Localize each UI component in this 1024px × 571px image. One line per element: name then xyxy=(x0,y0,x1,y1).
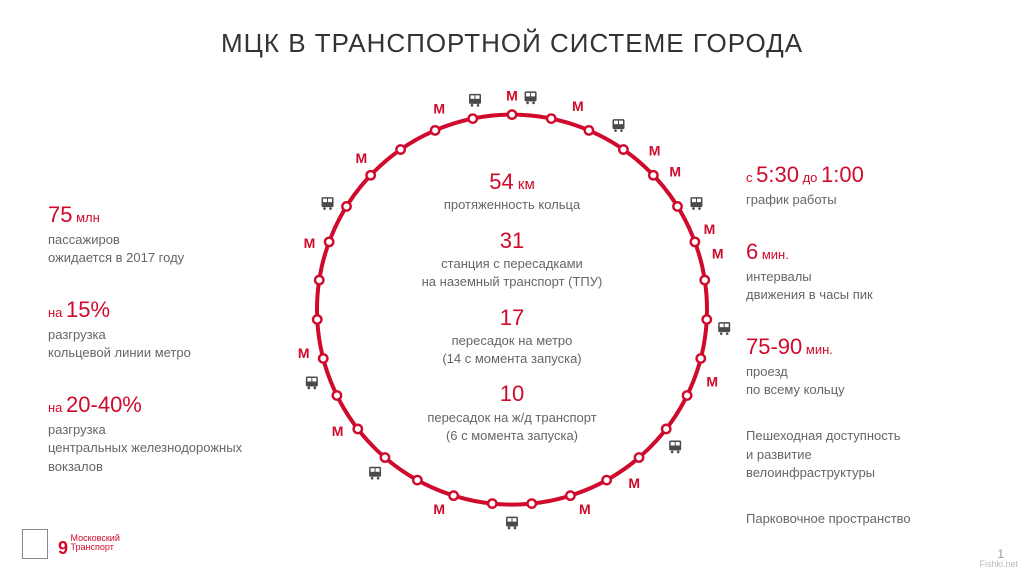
station-dot xyxy=(333,391,341,399)
station-dot xyxy=(315,275,323,283)
metro-icon: М xyxy=(628,475,640,491)
left-column: 75 млн пассажиров ожидается в 2017 году н… xyxy=(48,200,278,504)
svg-text:М: М xyxy=(332,422,344,438)
side-stat: Парковочное пространство xyxy=(746,510,976,528)
metro-icon: М xyxy=(572,98,584,114)
train-icon xyxy=(690,197,702,210)
side-stat: с 5:30 до 1:00график работы xyxy=(746,160,976,209)
station-dot xyxy=(431,126,439,134)
transport-logo: 9 Московский Транспорт xyxy=(58,534,120,557)
center-stat: 17 пересадок на метро (14 с момента запу… xyxy=(367,303,657,368)
metro-icon: М xyxy=(332,422,344,438)
metro-icon: М xyxy=(433,100,445,116)
svg-text:М: М xyxy=(628,475,640,491)
side-stat: на 15% разгрузка кольцевой линии метро xyxy=(48,295,278,362)
svg-text:М: М xyxy=(506,89,518,103)
side-stat: 6 мин. интервалы движения в часы пик xyxy=(746,237,976,304)
train-icon xyxy=(669,440,681,453)
side-stat: 75-90 мин. проезд по всему кольцу xyxy=(746,332,976,399)
station-dot xyxy=(703,315,711,323)
center-stat: 31 станция с пересадками на наземный тра… xyxy=(367,226,657,291)
train-icon xyxy=(506,516,518,529)
station-dot xyxy=(528,499,536,507)
station-dot xyxy=(413,475,421,483)
logo-text: Московский Транспорт xyxy=(71,534,120,552)
metro-icon: М xyxy=(433,500,445,516)
watermark: Fishki.net xyxy=(979,559,1018,569)
svg-text:М: М xyxy=(712,245,724,261)
station-dot xyxy=(673,202,681,210)
station-dot xyxy=(469,114,477,122)
svg-text:М: М xyxy=(704,220,716,236)
coat-of-arms-icon xyxy=(22,529,48,559)
svg-text:М: М xyxy=(579,500,591,516)
svg-text:М: М xyxy=(433,500,445,516)
station-dot xyxy=(697,354,705,362)
right-column: с 5:30 до 1:00график работы 6 мин. интерв… xyxy=(746,160,976,556)
station-dot xyxy=(602,475,610,483)
metro-icon: М xyxy=(706,373,718,389)
metro-icon: М xyxy=(506,89,518,103)
metro-icon: М xyxy=(356,149,368,165)
station-dot xyxy=(547,114,555,122)
svg-text:М: М xyxy=(356,149,368,165)
metro-icon: М xyxy=(704,220,716,236)
svg-text:М: М xyxy=(304,234,316,250)
station-dot xyxy=(566,491,574,499)
station-dot xyxy=(449,491,457,499)
center-stat: 10 пересадок на ж/д транспорт (6 с момен… xyxy=(367,379,657,444)
metro-icon: М xyxy=(712,245,724,261)
station-dot xyxy=(619,145,627,153)
station-dot xyxy=(488,499,496,507)
train-icon xyxy=(322,197,334,210)
side-stat: Пешеходная доступность и развитие велоин… xyxy=(746,427,976,482)
station-dot xyxy=(662,424,670,432)
station-dot xyxy=(691,237,699,245)
station-dot xyxy=(325,237,333,245)
station-dot xyxy=(683,391,691,399)
svg-text:М: М xyxy=(669,163,681,179)
logo-nine-icon: 9 xyxy=(58,539,68,557)
center-stats: 54 кмпротяженность кольца 31 станция с пе… xyxy=(367,155,657,457)
train-icon xyxy=(469,93,481,106)
station-dot xyxy=(342,202,350,210)
metro-icon: М xyxy=(304,234,316,250)
station-dot xyxy=(701,275,709,283)
station-dot xyxy=(396,145,404,153)
train-icon xyxy=(306,376,318,389)
metro-icon: М xyxy=(298,344,310,360)
station-dot xyxy=(319,354,327,362)
svg-text:М: М xyxy=(433,100,445,116)
page-title: МЦК В ТРАНСПОРТНОЙ СИСТЕМЕ ГОРОДА xyxy=(0,0,1024,59)
station-dot xyxy=(354,424,362,432)
station-dot xyxy=(313,315,321,323)
stage: МММММММММММММММММ 54 кмпротяженность кол… xyxy=(0,70,1024,571)
center-stat: 54 кмпротяженность кольца xyxy=(367,167,657,214)
train-icon xyxy=(369,466,381,479)
metro-icon: М xyxy=(579,500,591,516)
train-icon xyxy=(718,322,730,335)
metro-icon: М xyxy=(669,163,681,179)
svg-text:М: М xyxy=(298,344,310,360)
station-dot xyxy=(585,126,593,134)
svg-text:М: М xyxy=(706,373,718,389)
side-stat: на 20-40% разгрузка центральных железнод… xyxy=(48,390,278,475)
station-dot xyxy=(508,110,516,118)
side-stat: 75 млн пассажиров ожидается в 2017 году xyxy=(48,200,278,267)
svg-text:М: М xyxy=(572,98,584,114)
